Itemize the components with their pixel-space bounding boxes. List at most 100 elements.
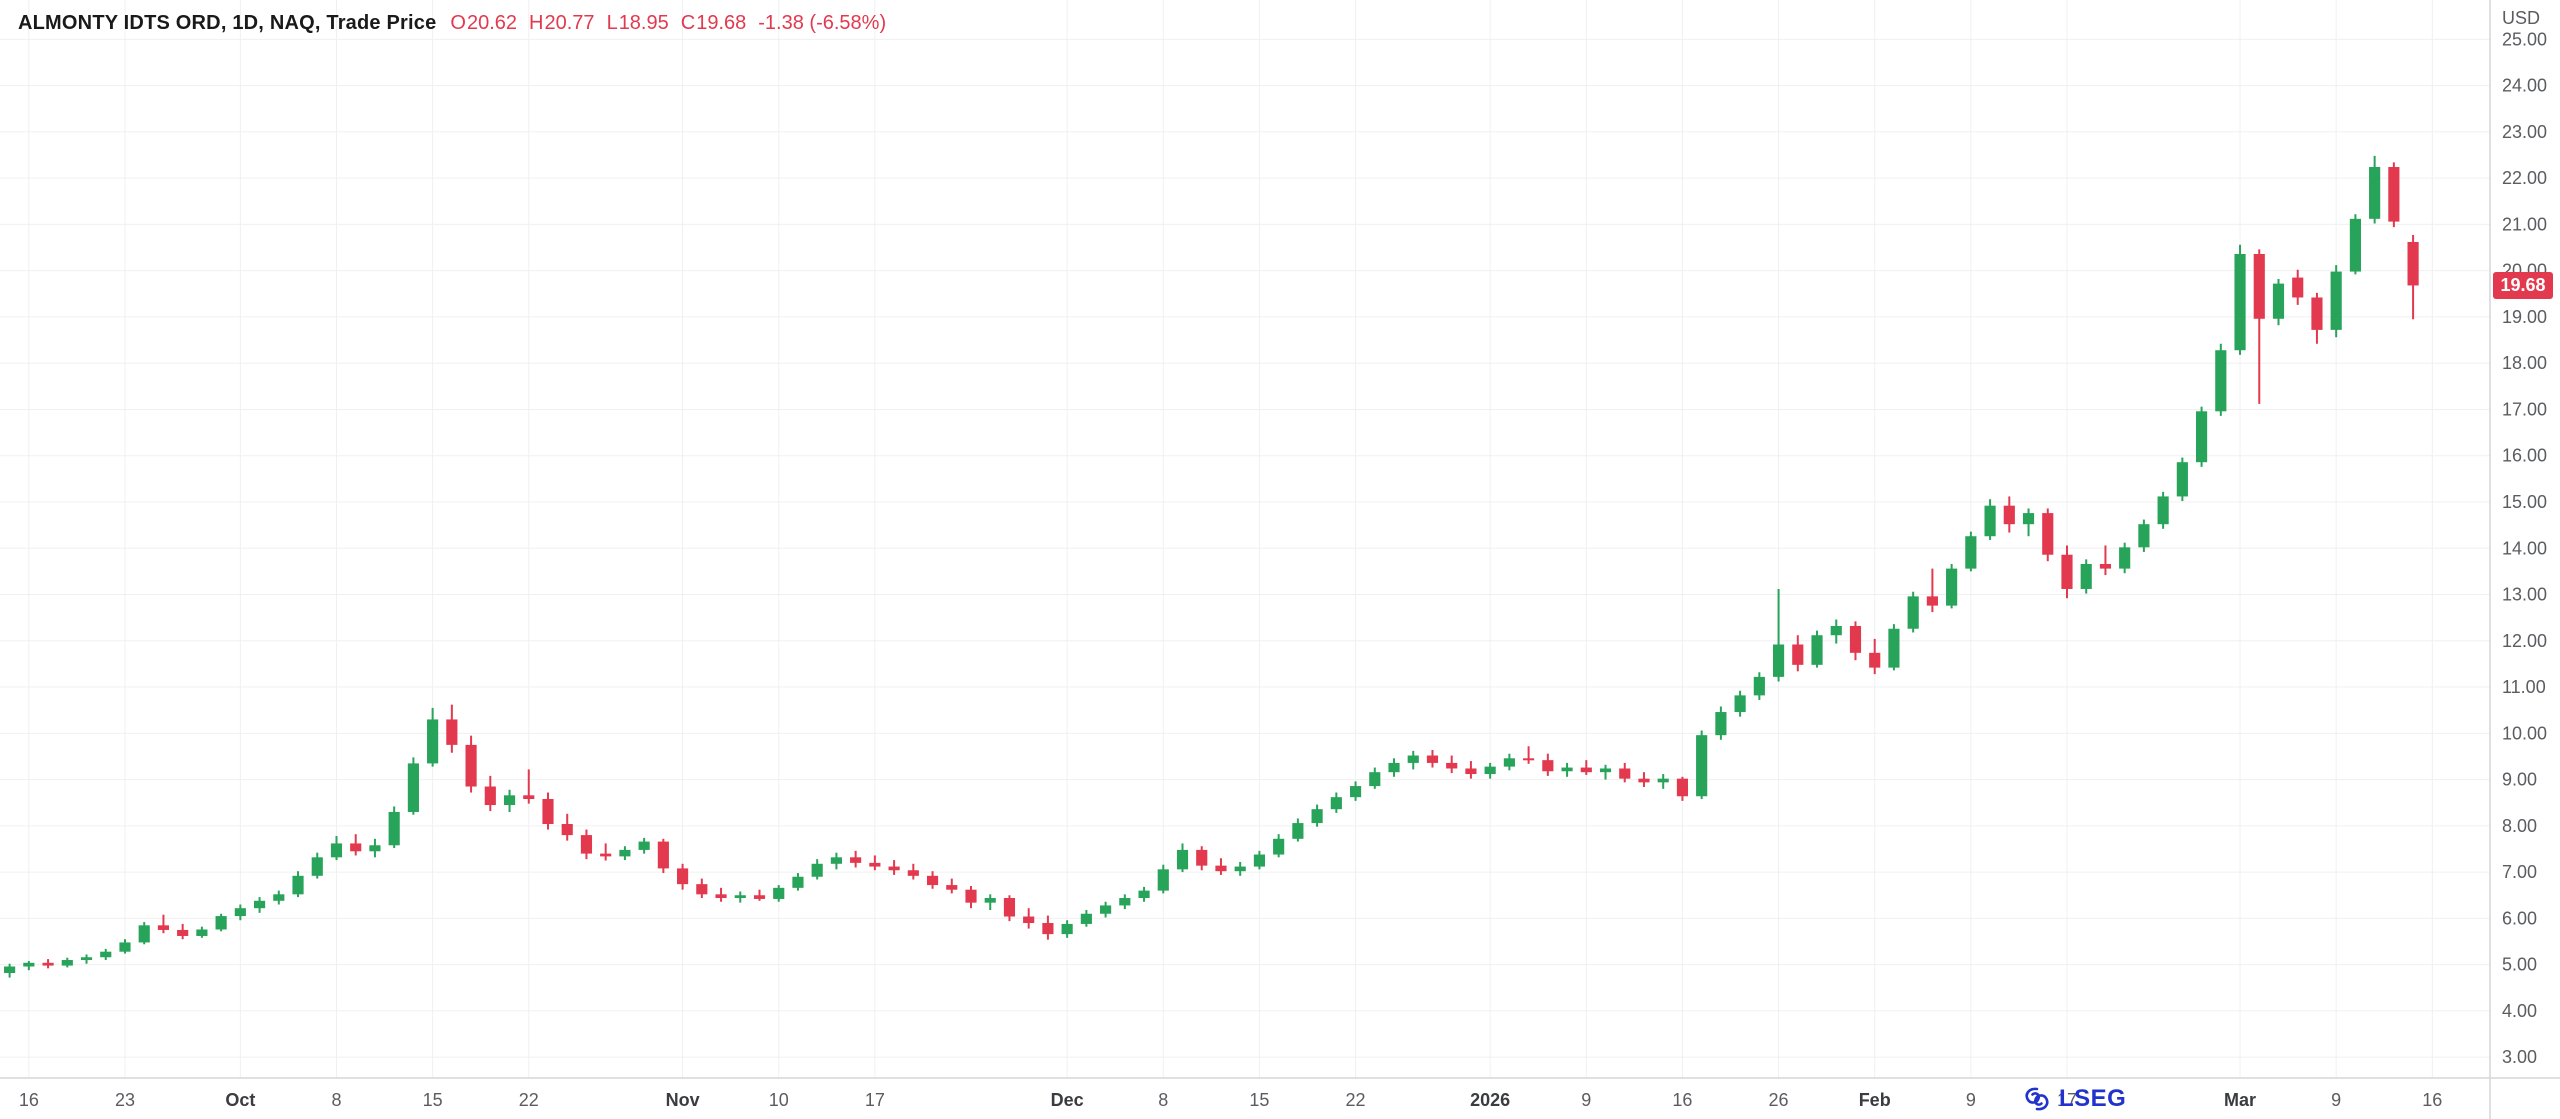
candle-body [907,870,919,876]
time-tick-label: 2026 [1470,1090,1510,1110]
candle-body [2119,547,2131,569]
candle-body [2349,218,2361,272]
candle-body [446,719,458,745]
close-label: C [680,12,696,34]
time-tick-label: Feb [1859,1090,1891,1110]
candle-body [23,962,35,967]
low-value: 18.95 [618,12,669,34]
candle-body [2253,254,2265,319]
time-tick-label: 22 [519,1090,539,1110]
candle-body [196,929,208,936]
close-value: 19.68 [696,12,747,34]
candle-body [1234,866,1246,872]
candle-body [619,849,631,857]
price-tick-label: 6.00 [2502,908,2537,928]
candle-body [946,885,958,890]
chart-legend: ALMONTY IDTS ORD, 1D, NAQ, Trade Price O… [18,12,886,35]
price-tick-label: 19.00 [2502,307,2547,327]
candle-body [1023,916,1035,924]
time-tick-label: 16 [1672,1090,1692,1110]
candle-body [2176,462,2188,497]
time-tick-label: 16 [2422,1090,2442,1110]
candle-body [580,835,593,854]
price-tick-label: 16.00 [2502,446,2547,466]
instrument-title: ALMONTY IDTS ORD, 1D, NAQ, Trade Price [18,12,437,34]
time-tick-label: Mar [2224,1090,2256,1110]
candle-body [350,843,362,852]
candle-body [926,875,939,886]
candle-body [523,795,535,800]
candle-body [1311,809,1323,824]
price-tick-label: 3.00 [2502,1047,2537,1067]
candle-body [1811,635,1823,665]
candle-body [484,786,496,806]
candle-body [330,843,343,858]
candle-body [1542,760,1554,772]
candle-body [119,942,131,952]
time-tick-label: 9 [2331,1090,2341,1110]
last-price-badge: 19.68 [2493,271,2553,299]
candle-body [1580,767,1592,773]
candle-body [1119,898,1131,906]
candle-body [1772,644,1785,677]
candle-body [2157,496,2169,525]
candle-body [2234,254,2246,351]
price-tick-label: 13.00 [2502,585,2547,605]
candle-body [1849,625,1862,653]
candle-body [811,863,823,877]
candle-body [1042,923,1054,935]
candle-body [253,900,266,909]
candle-body [157,925,170,930]
time-tick-label: 16 [19,1090,39,1110]
price-tick-label: 25.00 [2502,29,2547,49]
candle-body [1446,762,1458,769]
candle-body [1369,772,1381,787]
candle-body [2369,167,2381,219]
candle-body [773,887,785,899]
time-tick-label: 8 [331,1090,341,1110]
low-readout: L 18.95 [607,12,669,35]
high-label: H [529,12,544,34]
candle-body [2042,513,2054,555]
candle-body [1657,778,1669,783]
time-tick-label: 23 [115,1090,135,1110]
brand-footer: LSEG [2022,1082,2126,1116]
candle-body [1984,505,1996,537]
candle-body [657,841,669,869]
candle-body [965,889,977,903]
candle-body [369,845,381,852]
time-tick-label: 9 [1581,1090,1591,1110]
candle-body [850,857,862,863]
candle-body [1638,778,1650,783]
price-tick-label: 12.00 [2502,631,2547,651]
candle-body [696,884,708,895]
price-tick-label: 21.00 [2502,214,2547,234]
candle-body [1792,644,1804,665]
candle-body [2292,277,2304,298]
candle-body [1599,768,1612,773]
candle-body [869,862,881,867]
price-tick-label: 17.00 [2502,399,2547,419]
price-tick-label: 18.00 [2502,353,2547,373]
candle-body [1465,768,1477,775]
time-tick-label: 9 [1966,1090,1976,1110]
open-value: 20.62 [466,12,518,34]
candle-body [100,951,112,958]
candle-body [1196,849,1208,866]
candle-body [1426,755,1439,763]
candle-body [2003,505,2015,525]
candle-body [2330,271,2342,330]
candle-body [1888,628,1900,668]
time-tick-label: Nov [666,1090,700,1110]
candle-body [734,895,746,899]
candle-body [1003,898,1016,917]
candle-body [2138,524,2150,548]
time-tick-label: 17 [865,1090,885,1110]
candle-body [61,960,73,966]
candle-body [465,744,477,787]
candle-body [1926,596,1938,606]
candle-body [1619,768,1631,779]
candle-body [1138,890,1150,899]
candle-body [1407,755,1419,763]
